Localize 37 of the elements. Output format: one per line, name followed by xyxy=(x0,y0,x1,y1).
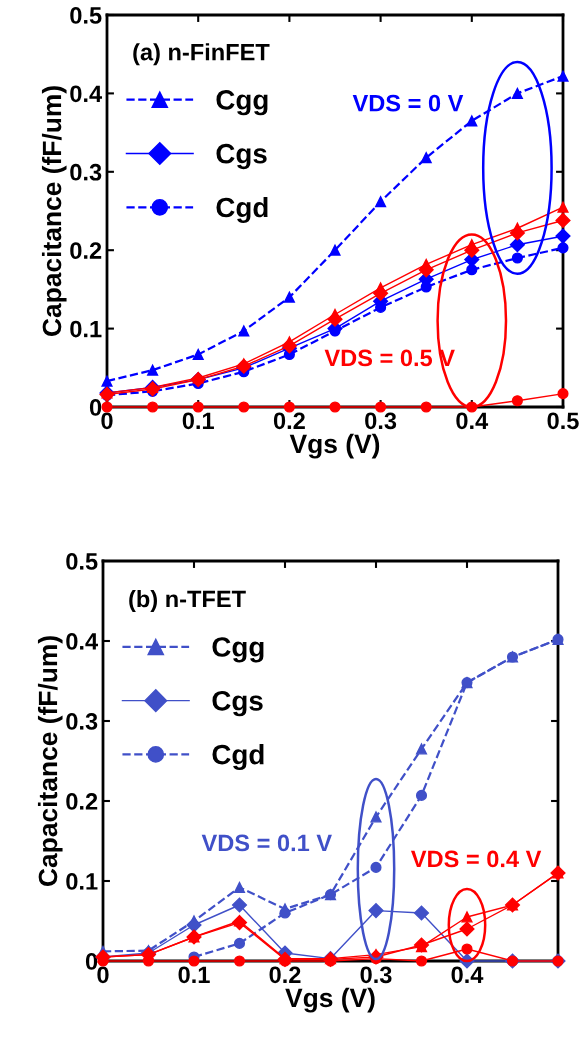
text: (b) n-TFET xyxy=(129,589,246,613)
annotation: VDS = 0.1 V xyxy=(201,834,332,852)
annotation: VDS = 0.4 V xyxy=(410,850,542,868)
y-tick-label: 0.2 xyxy=(70,242,102,259)
x-tick-label: 0.1 xyxy=(182,412,214,430)
x-tick-label: 0.4 xyxy=(451,966,484,984)
annotation: VDS = 0 V xyxy=(352,94,464,112)
legend-label: Cgd xyxy=(216,196,268,223)
y-tick-label: 0.1 xyxy=(66,873,98,890)
x-tick-label: 0.3 xyxy=(360,966,392,984)
x-tick-label: 0.3 xyxy=(365,412,397,430)
x-tick-label: 0 xyxy=(101,412,113,430)
y-tick-label: 0 xyxy=(85,953,98,970)
y-tick-label: 0.4 xyxy=(70,85,103,103)
legend-label: Cgd xyxy=(212,744,264,771)
y-tick-label: 0.3 xyxy=(70,163,102,181)
y-tick-label: 0.4 xyxy=(66,633,99,650)
y-tick-label: 0.3 xyxy=(66,713,98,730)
y-tick-label: 0.1 xyxy=(70,320,102,338)
text: (a) n-FinFET xyxy=(133,43,270,66)
y-tick-label: 0.5 xyxy=(66,553,98,570)
y-axis-title: Capacitance (fF/um) xyxy=(37,636,63,887)
x-tick-label: 0.1 xyxy=(178,966,210,984)
x-tick-label: 0.4 xyxy=(456,412,489,430)
legend-label: Cgs xyxy=(212,690,263,717)
y-tick-label: 0.5 xyxy=(70,7,102,24)
y-tick-label: 0 xyxy=(89,399,102,416)
x-axis-title: Vgs (V) xyxy=(285,987,375,1013)
x-axis-title: Vgs (V) xyxy=(289,433,380,459)
legend-label: Cgs xyxy=(216,143,267,170)
legend-label: Cgg xyxy=(216,90,268,116)
y-axis-title: Capacitance (fF/um) xyxy=(41,86,67,337)
x-tick-label: 0.2 xyxy=(269,966,301,984)
x-tick-label: 0.5 xyxy=(547,412,579,430)
x-tick-label: 0.2 xyxy=(273,412,305,430)
legend-label: Cgg xyxy=(212,637,264,663)
y-tick-label: 0.2 xyxy=(66,793,98,810)
